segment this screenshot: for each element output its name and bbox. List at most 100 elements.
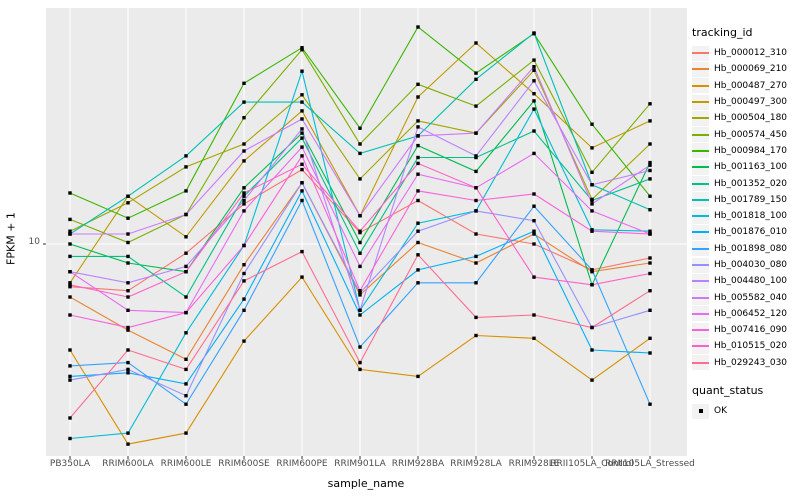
legend-item: Hb_000497_300 <box>692 94 798 110</box>
data-point <box>68 283 72 287</box>
data-point <box>532 79 536 83</box>
data-point <box>590 170 594 174</box>
data-point <box>532 107 536 111</box>
legend-item-label: Hb_007416_090 <box>714 325 788 336</box>
data-point <box>300 69 304 73</box>
data-point <box>648 308 652 312</box>
data-point <box>416 229 420 233</box>
data-point <box>474 131 478 135</box>
data-point <box>532 68 536 72</box>
legend-item: Hb_029243_030 <box>692 355 798 371</box>
data-point <box>474 254 478 259</box>
legend-item-label: Hb_001789_150 <box>714 194 788 205</box>
y-tick-label: 10 <box>28 237 40 247</box>
legend-item: Hb_005582_040 <box>692 289 798 306</box>
legend-tracking-items: Hb_000012_310 Hb_000069_210 Hb_000487_270 H… <box>692 45 798 371</box>
line-key-icon <box>692 224 709 240</box>
data-point <box>590 146 594 150</box>
data-point <box>590 229 594 233</box>
line-key-icon <box>692 322 709 338</box>
data-point <box>126 371 130 375</box>
line-key-icon <box>692 78 709 94</box>
data-point <box>126 442 130 446</box>
data-point <box>358 151 362 156</box>
data-point <box>474 209 478 213</box>
data-point <box>416 189 420 193</box>
legend-item-label: Hb_000487_270 <box>714 80 788 91</box>
data-point <box>184 235 188 239</box>
line-key-icon <box>692 290 709 306</box>
data-point <box>184 402 188 406</box>
data-point <box>590 122 594 126</box>
data-point <box>474 71 478 75</box>
data-point <box>416 119 420 123</box>
x-tick-label: RRIM928BA <box>391 459 445 469</box>
legend-item-label: Hb_005582_040 <box>714 292 788 303</box>
square-point-key-icon <box>692 403 709 419</box>
data-point <box>416 221 420 225</box>
legend-item-label: Hb_000504_180 <box>714 113 788 124</box>
x-tick-label: RRII105LA_Control <box>550 459 634 469</box>
data-point <box>416 374 420 379</box>
data-point <box>416 281 420 285</box>
data-point <box>242 142 246 146</box>
line-key-icon <box>692 208 709 224</box>
line-key-icon <box>692 61 709 77</box>
x-tick-label: RRIM928LA <box>450 459 502 469</box>
data-point <box>126 367 130 372</box>
legend-item-ok: OK <box>692 403 798 419</box>
data-point <box>126 194 130 198</box>
data-point <box>532 275 536 279</box>
data-point <box>68 229 72 233</box>
line-key-icon <box>692 241 709 257</box>
data-point <box>648 142 652 146</box>
data-point <box>184 310 188 315</box>
data-point <box>184 212 188 217</box>
data-point <box>300 167 304 172</box>
data-point <box>242 308 246 312</box>
legend-item-label: Hb_004480_100 <box>714 276 788 287</box>
data-point <box>126 431 130 435</box>
data-point <box>590 198 594 203</box>
data-point <box>416 82 420 86</box>
data-point <box>416 143 420 148</box>
data-point <box>242 271 246 276</box>
data-point <box>242 100 246 104</box>
legend-item-label: Hb_000574_450 <box>714 129 788 140</box>
data-point <box>242 198 246 203</box>
data-point <box>648 194 652 198</box>
data-point <box>416 198 420 203</box>
x-tick-label: RRIM600SE <box>218 459 270 469</box>
data-point <box>126 240 130 245</box>
data-point <box>242 81 246 85</box>
data-point <box>242 202 246 206</box>
data-point <box>590 325 594 330</box>
data-point <box>474 261 478 265</box>
data-point <box>358 367 362 372</box>
data-point <box>68 364 72 368</box>
data-point <box>416 161 420 166</box>
data-point <box>126 289 130 293</box>
line-key-icon <box>692 45 709 61</box>
data-point <box>474 232 478 236</box>
line-key-icon <box>692 257 709 273</box>
data-point <box>474 198 478 203</box>
data-point <box>184 165 188 169</box>
data-point <box>590 378 594 382</box>
data-point <box>416 125 420 129</box>
line-key-icon <box>692 110 709 126</box>
data-point <box>416 268 420 272</box>
data-point <box>648 177 652 181</box>
legend-item: Hb_000504_180 <box>692 110 798 126</box>
data-point <box>590 348 594 352</box>
data-point <box>300 117 304 121</box>
y-axis-title: FPKM + 1 <box>4 212 18 265</box>
data-point <box>242 209 246 213</box>
data-point <box>416 172 420 176</box>
data-point <box>300 93 304 97</box>
legend-item: Hb_004480_100 <box>692 273 798 289</box>
legend-item: Hb_000984_170 <box>692 143 798 159</box>
legend-item: Hb_004030_080 <box>692 257 798 273</box>
data-point <box>68 285 72 289</box>
